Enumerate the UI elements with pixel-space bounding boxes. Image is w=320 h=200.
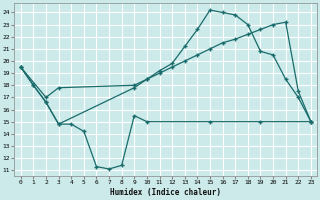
X-axis label: Humidex (Indice chaleur): Humidex (Indice chaleur) bbox=[110, 188, 221, 197]
